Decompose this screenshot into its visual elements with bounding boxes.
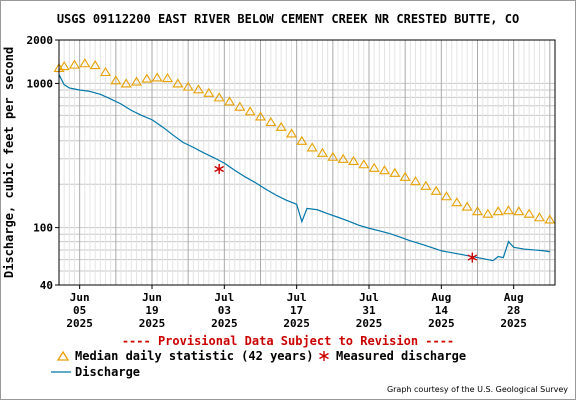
legend-measured: Measured discharge [316,349,466,363]
x-tick-label: Aug [431,291,451,304]
x-tick-label: 2025 [500,317,527,330]
median-point [503,205,514,215]
median-point [420,180,432,190]
x-tick-label: Jul [287,291,307,304]
median-point [492,206,504,216]
median-point [89,60,101,70]
x-tick-label: 2025 [66,317,93,330]
median-point [451,197,463,207]
median-point [327,151,339,161]
median-point [306,142,318,152]
median-point [399,171,411,181]
x-tick-label: 2025 [428,317,455,330]
median-point [534,212,545,222]
median-point [286,128,297,138]
discharge-line [58,74,550,262]
legend-discharge: Discharge [51,365,140,379]
median-point [275,121,287,131]
median-point [389,167,401,177]
median-point [234,101,246,111]
chart-title: USGS 09112200 EAST RIVER BELOW CEMENT CR… [56,12,520,26]
median-point [368,162,380,172]
median-point [255,111,266,121]
tick-layer: 2000100010040Jun052025Jun192025Jul032025… [27,34,527,330]
median-point [317,147,328,157]
y-tick-label: 2000 [27,34,54,47]
hydrograph-plot: 2000100010040Jun052025Jun192025Jul032025… [27,34,556,330]
median-point [58,60,70,71]
median-point [441,191,452,201]
x-tick-label: Jul [359,291,379,304]
legend-median-label: Median daily statistic (42 years) [75,349,314,363]
x-tick-label: 05 [73,304,86,317]
x-tick-label: 28 [507,304,520,317]
credit-text: Graph courtesy of the U.S. Geological Su… [386,385,568,394]
measured-point [214,163,225,174]
median-point [100,66,111,77]
median-point [379,165,390,175]
x-tick-label: 17 [290,304,303,317]
median-point [296,135,308,145]
median-point [348,155,359,165]
median-point [213,92,225,102]
x-tick-label: 2025 [139,317,166,330]
median-point [182,81,194,91]
asterisk-marker-icon [319,351,329,361]
x-tick-label: Aug [504,291,524,304]
median-point [141,73,153,83]
median-point [461,201,473,211]
x-tick-label: 2025 [211,317,238,330]
y-tick-label: 40 [40,279,53,292]
x-tick-label: Jul [214,291,234,304]
median-point [131,76,142,86]
median-point [358,159,370,169]
y-tick-label: 100 [33,222,53,235]
x-tick-label: 2025 [356,317,383,330]
median-point [244,106,256,116]
median-point [544,214,556,224]
median-point [482,208,494,218]
median-point [110,75,122,85]
y-tick-label: 1000 [27,77,54,90]
plot-area-border [58,39,556,286]
x-tick-label: 03 [218,304,231,317]
legend-measured-label: Measured discharge [336,349,467,363]
measured-point [467,252,478,263]
x-tick-label: 31 [362,304,376,317]
provisional-notice: ---- Provisional Data Subject to Revisio… [121,334,455,348]
median-point [203,87,215,97]
grid-layer [58,39,556,286]
x-tick-label: Jun [70,291,90,304]
legend-discharge-label: Discharge [75,365,141,379]
median-point [513,206,525,216]
median-point [120,78,132,88]
x-tick-label: 2025 [283,317,310,330]
line-marker-icon [51,371,71,373]
x-tick-label: 19 [145,304,158,317]
median-point [265,116,277,127]
median-point [523,208,535,218]
series-layer [53,58,556,263]
median-point [162,72,173,83]
legend-median: Median daily statistic (42 years) [55,349,313,363]
x-tick-label: Jun [142,291,162,304]
median-point [410,176,421,186]
median-point [472,206,483,216]
median-point [151,72,163,82]
median-point [172,78,184,88]
x-tick-label: 14 [435,304,449,317]
median-point [224,96,235,106]
median-point [79,58,91,68]
triangle-marker-icon [56,350,70,361]
median-point [337,153,349,163]
median-point [193,84,204,94]
median-point [69,59,80,69]
median-point [430,185,442,195]
